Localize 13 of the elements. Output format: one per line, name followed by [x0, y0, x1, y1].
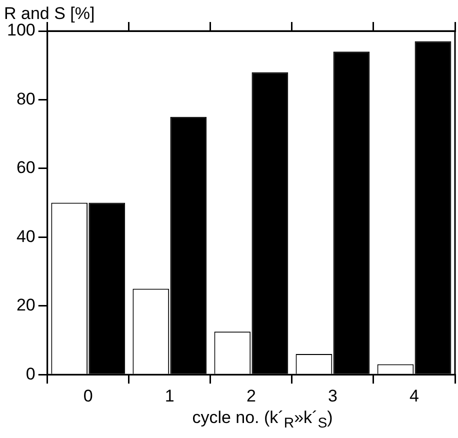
x-tick-label: 2	[246, 386, 256, 406]
x-tick-label: 3	[328, 386, 338, 406]
x-tick-label: 1	[164, 386, 174, 406]
y-tick-label: 60	[16, 158, 36, 178]
y-tick-label: 40	[16, 226, 36, 246]
y-tick-label: 0	[26, 364, 36, 384]
x-axis-title: cycle no. (k´$_{R}$»k´$_{S}$)	[191, 408, 334, 432]
y-axis-title: R and S [%]	[4, 4, 95, 24]
x-tick-label: 0	[83, 386, 93, 406]
y-tick-label: 80	[16, 89, 36, 108]
y-tick-label: 20	[16, 296, 36, 315]
x-tick-label: 4	[410, 386, 419, 406]
y-tick-label: 100	[6, 20, 36, 40]
